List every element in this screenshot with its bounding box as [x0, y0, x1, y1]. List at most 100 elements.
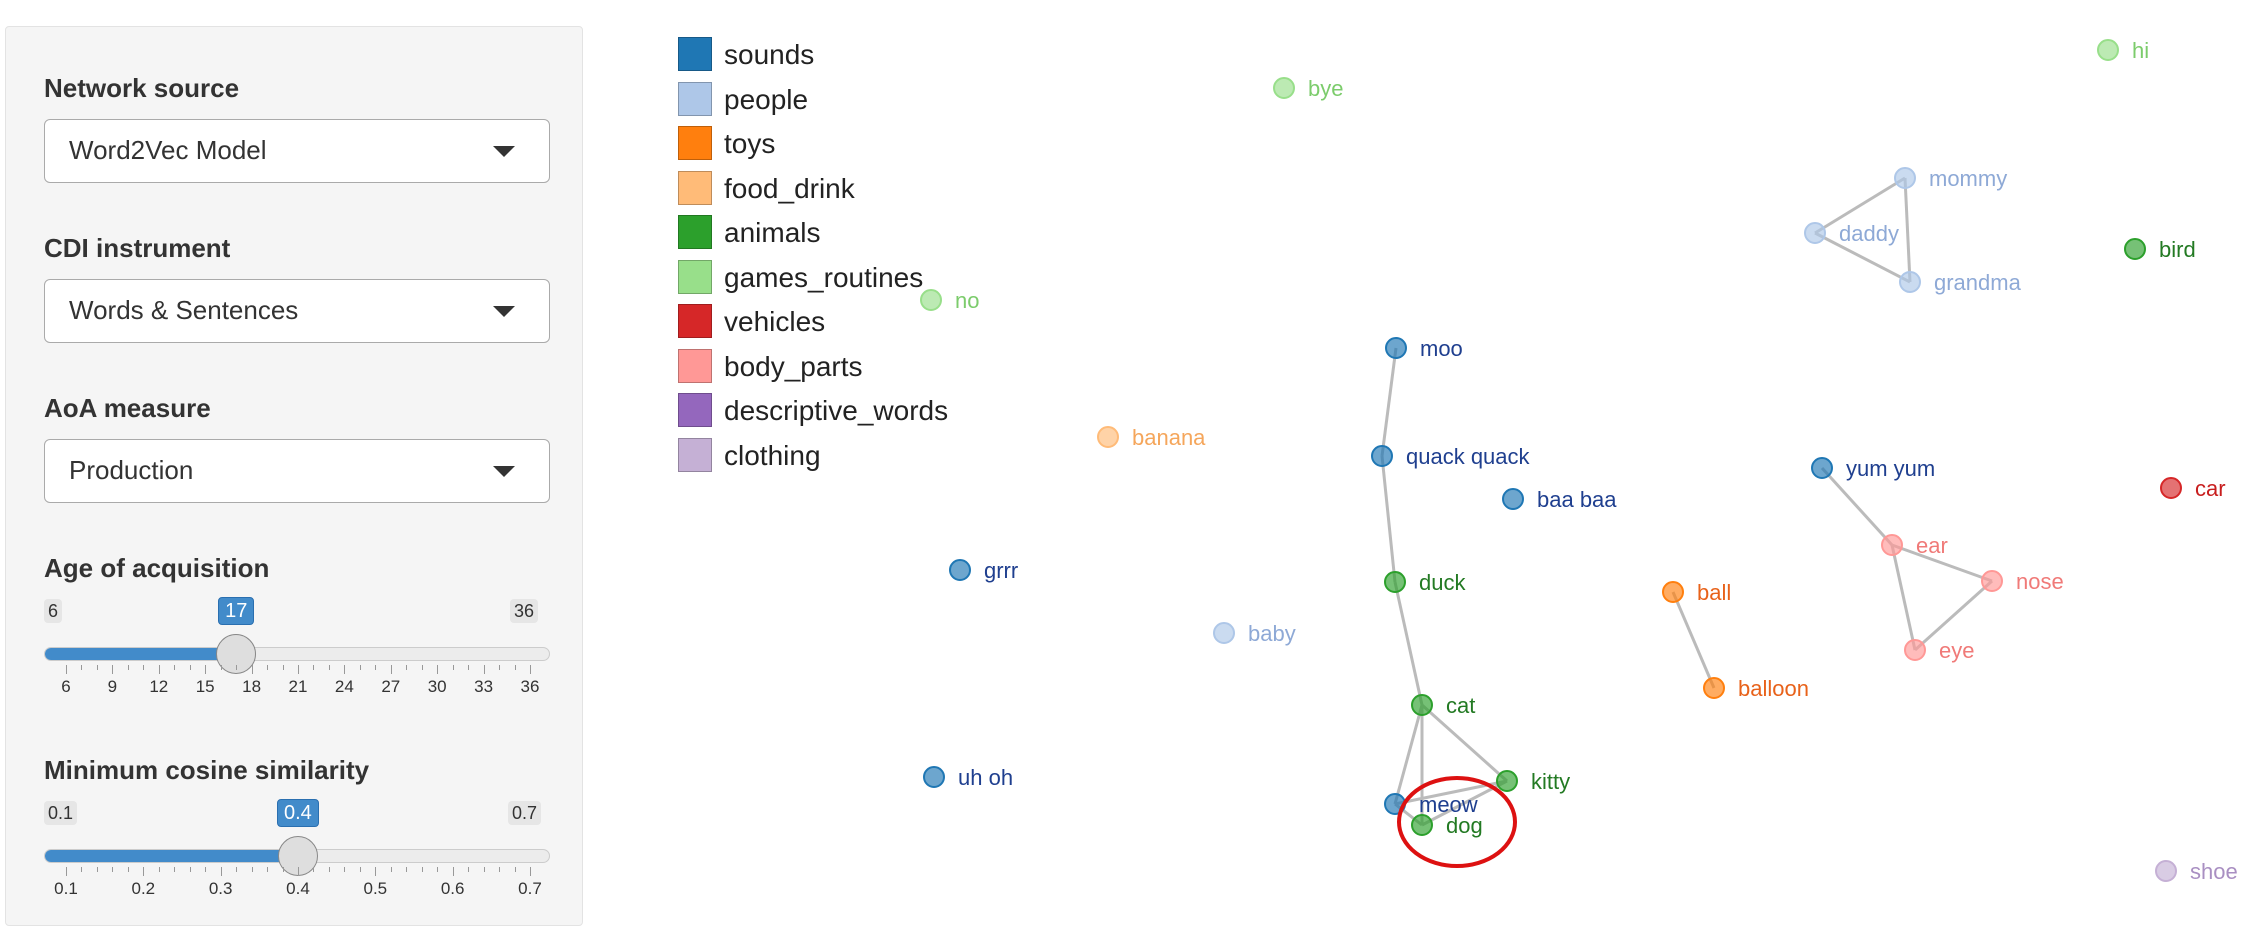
- edge-mommy-daddy: [1814, 176, 1906, 235]
- node-hi[interactable]: hi: [2097, 38, 2149, 63]
- node-label: mommy: [1929, 166, 2007, 191]
- slider-tick-mark: [514, 665, 516, 670]
- slider-tick-mark: [406, 665, 408, 670]
- aoa-slider-track[interactable]: [44, 647, 550, 661]
- node-circle[interactable]: [1411, 814, 1433, 836]
- edge-ear-nose: [1891, 543, 1993, 583]
- edge-duck-cat: [1393, 581, 1424, 706]
- node-label: yum yum: [1846, 456, 1935, 481]
- legend-label: sounds: [724, 39, 815, 70]
- node-mommy[interactable]: mommy: [1894, 166, 2007, 191]
- node-circle[interactable]: [1496, 770, 1518, 792]
- node-circle[interactable]: [1371, 445, 1393, 467]
- node-balloon[interactable]: balloon: [1703, 676, 1809, 701]
- node-no[interactable]: no: [920, 288, 979, 313]
- slider-tick-label: 15: [195, 677, 215, 696]
- node-bye[interactable]: bye: [1273, 76, 1343, 101]
- aoa-slider-fill: [45, 648, 236, 660]
- node-ball[interactable]: ball: [1662, 580, 1731, 605]
- slider-tick-mark: [205, 665, 207, 674]
- node-moo[interactable]: moo: [1385, 336, 1463, 361]
- node-circle[interactable]: [1904, 639, 1926, 661]
- node-car[interactable]: car: [2160, 476, 2226, 501]
- node-circle[interactable]: [1899, 271, 1921, 293]
- node-circle[interactable]: [949, 559, 971, 581]
- edge-ear-eye: [1890, 544, 1917, 651]
- node-label: meow: [1419, 792, 1478, 817]
- slider-tick-mark: [313, 665, 315, 670]
- node-eye[interactable]: eye: [1904, 638, 1974, 663]
- node-circle[interactable]: [1811, 457, 1833, 479]
- node-baby[interactable]: baby: [1213, 621, 1296, 646]
- node-circle[interactable]: [920, 289, 942, 311]
- slider-tick-mark: [514, 867, 516, 872]
- node-bird[interactable]: bird: [2124, 237, 2196, 262]
- edge-mommy-grandma: [1903, 177, 1912, 283]
- legend-swatch: [678, 437, 712, 472]
- slider-tick-label: 0.5: [363, 879, 388, 898]
- node-label: daddy: [1839, 221, 1899, 246]
- node-circle[interactable]: [2097, 39, 2119, 61]
- network-source-label: Network source: [44, 73, 240, 103]
- node-grrr[interactable]: grrr: [949, 558, 1018, 583]
- slider-tick-mark: [282, 665, 284, 670]
- node-shoe[interactable]: shoe: [2155, 859, 2238, 884]
- slider-tick-mark: [344, 665, 346, 674]
- node-uh-oh[interactable]: uh oh: [923, 765, 1013, 790]
- node-circle[interactable]: [1273, 77, 1295, 99]
- node-circle[interactable]: [2160, 477, 2182, 499]
- slider-tick-mark: [359, 867, 361, 872]
- node-circle[interactable]: [1894, 167, 1916, 189]
- sidebar-panel: Network source Word2Vec Model CDI instru…: [5, 26, 583, 926]
- slider-tick-mark: [375, 867, 377, 876]
- network-source-value: Word2Vec Model: [69, 135, 267, 165]
- cdi-instrument-select[interactable]: Words & Sentences: [44, 279, 550, 343]
- node-circle[interactable]: [1384, 571, 1406, 593]
- node-circle[interactable]: [2155, 860, 2177, 882]
- legend-swatch: [678, 37, 712, 71]
- node-circle[interactable]: [1411, 694, 1433, 716]
- node-circle[interactable]: [1097, 426, 1119, 448]
- node-label: uh oh: [958, 765, 1013, 790]
- node-nose[interactable]: nose: [1981, 569, 2064, 594]
- node-circle[interactable]: [1981, 570, 2003, 592]
- slider-tick-mark: [174, 867, 176, 872]
- node-circle[interactable]: [1385, 337, 1407, 359]
- slider-tick-label: 18: [242, 677, 262, 696]
- chevron-down-icon: [493, 466, 515, 477]
- node-circle[interactable]: [1804, 222, 1826, 244]
- node-dog[interactable]: dog: [1411, 813, 1483, 838]
- node-label: balloon: [1738, 676, 1809, 701]
- slider-tick-mark: [127, 867, 129, 872]
- node-daddy[interactable]: daddy: [1804, 221, 1899, 246]
- node-ear[interactable]: ear: [1881, 533, 1948, 558]
- node-circle[interactable]: [1703, 677, 1725, 699]
- node-yum-yum[interactable]: yum yum: [1811, 456, 1935, 481]
- node-cat[interactable]: cat: [1411, 693, 1475, 718]
- edge-cat-kitty: [1421, 703, 1508, 783]
- node-circle[interactable]: [1881, 534, 1903, 556]
- aoa-measure-select[interactable]: Production: [44, 439, 550, 503]
- node-circle[interactable]: [1502, 488, 1524, 510]
- slider-tick-mark: [452, 665, 454, 670]
- node-kitty[interactable]: kitty: [1496, 769, 1570, 794]
- slider-tick-mark: [267, 665, 269, 670]
- slider-tick-mark: [437, 867, 439, 872]
- node-duck[interactable]: duck: [1384, 570, 1466, 595]
- node-circle[interactable]: [923, 766, 945, 788]
- node-circle[interactable]: [1213, 622, 1235, 644]
- aoa-slider-handle[interactable]: [216, 634, 257, 674]
- node-grandma[interactable]: grandma: [1899, 270, 2022, 295]
- network-source-select[interactable]: Word2Vec Model: [44, 119, 550, 183]
- edge-ball-balloon: [1671, 591, 1716, 689]
- node-circle[interactable]: [1662, 581, 1684, 603]
- slider-tick-label: 0.2: [131, 879, 156, 898]
- node-baa-baa[interactable]: baa baa: [1502, 487, 1617, 512]
- slider-tick-mark: [220, 665, 222, 670]
- node-banana[interactable]: banana: [1097, 425, 1206, 450]
- node-circle[interactable]: [2124, 238, 2146, 260]
- node-quack-quack[interactable]: quack quack: [1371, 444, 1531, 469]
- node-label: ball: [1697, 580, 1731, 605]
- node-label: baby: [1248, 621, 1296, 646]
- highlight-layer: [1397, 776, 1517, 868]
